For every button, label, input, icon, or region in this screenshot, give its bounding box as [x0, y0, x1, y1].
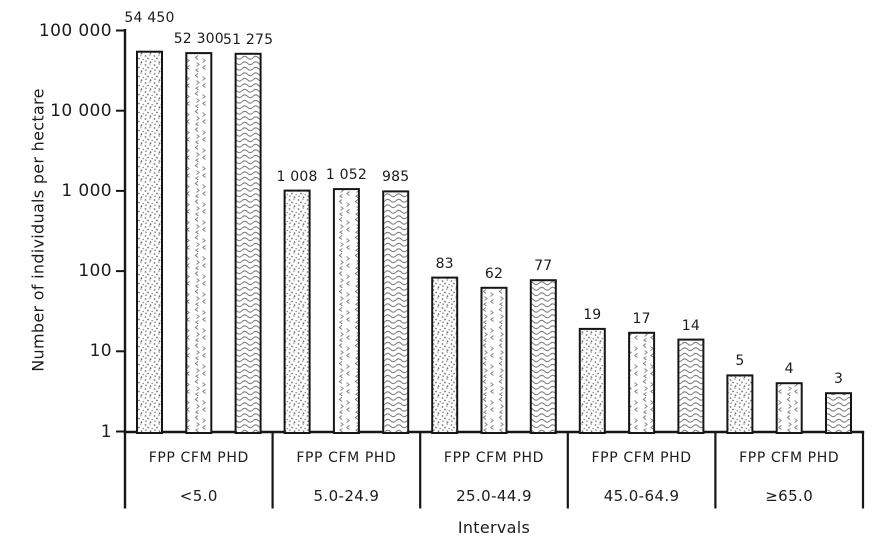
x-axis-title: Intervals [457, 518, 531, 537]
bar-phd-group2 [529, 279, 557, 435]
category-label: 5.0-24.9 [313, 487, 380, 505]
bar-cfm-group0 [185, 52, 213, 434]
category-label: 45.0-64.9 [603, 487, 680, 505]
bar-phd-group1 [382, 190, 410, 434]
bar-cfm-group1 [332, 188, 360, 434]
category-label: ≥65.0 [765, 487, 814, 505]
bar-value-label: 3 [833, 371, 844, 388]
group-series-header: FPP CFM PHD [739, 450, 840, 466]
y-tick-label: 100 [78, 261, 112, 282]
bar-value-label: 19 [583, 306, 602, 323]
bar-value-label: 1 052 [325, 167, 367, 184]
group-series-header: FPP CFM PHD [296, 450, 397, 466]
bar-value-label: 14 [681, 317, 700, 334]
category-label: <5.0 [179, 487, 218, 505]
bar-value-label: 1 008 [276, 168, 318, 185]
bars [136, 50, 852, 435]
bar-value-label: 4 [784, 361, 794, 378]
bar-value-label: 5 [735, 353, 745, 370]
y-tick-label: 10 000 [50, 100, 112, 121]
bar-fpp-group2 [431, 276, 459, 434]
y-axis-title: Number of individuals per hectare [28, 88, 48, 372]
bar-cfm-group4 [775, 382, 803, 435]
bar-phd-group3 [677, 338, 705, 435]
category-label: 25.0-44.9 [456, 487, 532, 505]
bar-cfm-group3 [628, 331, 656, 434]
bar-fpp-group3 [578, 327, 606, 434]
y-tick-label: 100 000 [38, 20, 112, 41]
bar-fpp-group1 [283, 189, 311, 434]
group-series-header: FPP CFM PHD [591, 450, 692, 466]
bar-value-label: 52 300 [173, 31, 224, 48]
y-tick-label: 1 [100, 421, 112, 442]
y-tick-label: 1 000 [61, 180, 112, 201]
group-series-header: FPP CFM PHD [443, 450, 545, 466]
bar-value-label: 985 [382, 169, 410, 186]
bar-phd-group4 [825, 392, 852, 435]
bar-fpp-group4 [726, 374, 754, 434]
bar-value-label: 54 450 [124, 9, 175, 26]
bar-value-label: 51 275 [223, 31, 274, 48]
bar-value-label: 17 [632, 310, 651, 327]
bar-fpp-group0 [136, 50, 163, 434]
y-tick-label: 10 [89, 341, 112, 362]
bar-value-label: 83 [435, 255, 454, 272]
bar-phd-group0 [234, 52, 262, 435]
bar-value-label: 77 [534, 258, 553, 275]
bar-cfm-group2 [480, 286, 508, 434]
group-series-header: FPP CFM PHD [148, 450, 249, 466]
bar-value-label: 62 [484, 265, 504, 282]
